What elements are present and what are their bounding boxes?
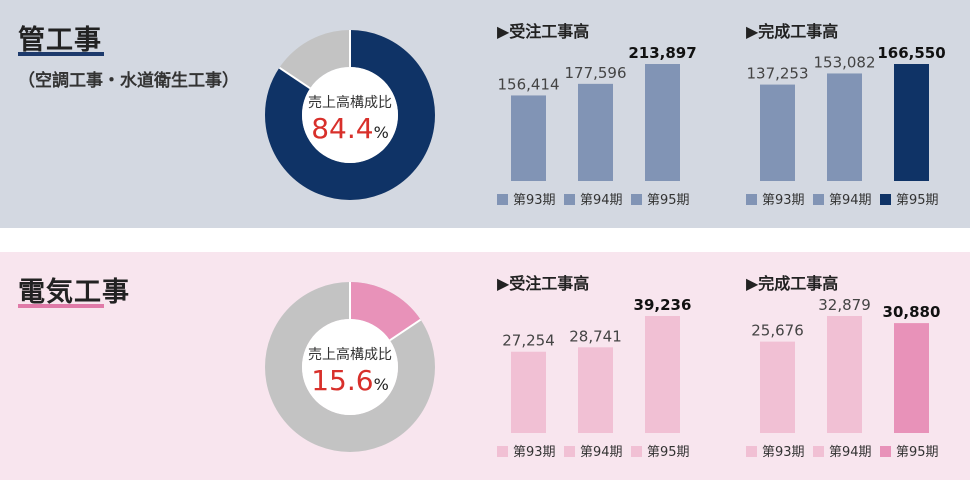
donut-slice-separator (389, 318, 422, 342)
bar-value-label: 30,880 (883, 303, 941, 321)
donut-center-value: 15.6% (265, 364, 435, 397)
legend-label: 第95期 (647, 193, 690, 208)
donut-center-label: 売上高構成比 (308, 95, 392, 111)
chart-title: ▶完成工事高 (746, 22, 839, 41)
orders-received-chart: ▶受注工事高 156,414 第93期 177,596 第94期 213,897 第95期 (497, 18, 697, 218)
bar (894, 323, 929, 433)
section-title-underline (18, 52, 104, 56)
legend-swatch (813, 446, 824, 457)
donut-value-unit: % (373, 375, 389, 394)
completed-works-chart: ▶完成工事高 137,253 第93期 153,082 第94期 166,550 第95期 (746, 18, 946, 218)
orders-received-chart: ▶受注工事高 27,254 第93期 28,741 第94期 39,236 第95期 (497, 270, 697, 470)
legend-swatch (813, 194, 824, 205)
bar (578, 347, 613, 433)
legend-label: 第94期 (829, 193, 872, 208)
legend-label: 第95期 (896, 193, 939, 208)
bar (760, 341, 795, 433)
section-subtitle: （空調工事・水道衛生工事） (18, 71, 239, 91)
donut-value-unit: % (373, 123, 389, 142)
donut-center-label: 売上高構成比 (308, 347, 392, 363)
legend-label: 第94期 (829, 445, 872, 460)
donut-center-value: 84.4% (265, 112, 435, 145)
share-donut-chart: 売上高構成比 15.6% (265, 282, 435, 452)
chart-title: ▶完成工事高 (746, 274, 839, 293)
bar (578, 83, 613, 181)
section-electrical-works: 電気工事 売上高構成比 15.6% ▶受注工事高 27,254 第93期 28,74… (0, 252, 970, 480)
legend-swatch (880, 194, 891, 205)
donut-hole (302, 67, 398, 163)
bar-value-label: 177,596 (564, 64, 626, 82)
bar-value-label: 153,082 (813, 53, 875, 71)
legend-swatch (497, 446, 508, 457)
legend-label: 第93期 (762, 445, 805, 460)
section-title: 管工事 (18, 25, 102, 56)
legend-label: 第94期 (580, 445, 623, 460)
bar-chart-svg: 137,253 第93期 153,082 第94期 166,550 第95期 (746, 44, 946, 208)
chart-title: ▶受注工事高 (497, 274, 590, 293)
donut-slice-separator (278, 66, 311, 90)
bar-value-label: 28,741 (569, 327, 622, 345)
bar (827, 73, 862, 181)
legend-swatch (631, 446, 642, 457)
bar-chart-svg: 25,676 第93期 32,879 第94期 30,880 第95期 (746, 296, 941, 460)
legend-swatch (497, 194, 508, 205)
bar (645, 64, 680, 181)
bar-value-label: 25,676 (751, 322, 804, 340)
donut-value-number: 15.6 (311, 364, 374, 397)
legend-label: 第93期 (762, 193, 805, 208)
legend-label: 第95期 (896, 445, 939, 460)
legend-label: 第93期 (513, 445, 556, 460)
bar (511, 351, 546, 433)
donut-svg (265, 282, 435, 452)
section-title: 電気工事 (18, 277, 130, 308)
bar (511, 95, 546, 181)
bar-chart-svg: 27,254 第93期 28,741 第94期 39,236 第95期 (497, 296, 692, 460)
bar-value-label: 137,253 (746, 65, 808, 83)
legend-label: 第94期 (580, 193, 623, 208)
bar-value-label: 213,897 (628, 44, 696, 62)
legend-swatch (564, 194, 575, 205)
bar-value-label: 156,414 (497, 75, 559, 93)
completed-works-chart: ▶完成工事高 25,676 第93期 32,879 第94期 30,880 第95期 (746, 270, 946, 470)
bar-value-label: 32,879 (818, 296, 871, 314)
bar (827, 316, 862, 433)
donut-hole (302, 319, 398, 415)
legend-swatch (880, 446, 891, 457)
legend-label: 第95期 (647, 445, 690, 460)
legend-swatch (746, 194, 757, 205)
section-pipe-works: 管工事 （空調工事・水道衛生工事） 売上高構成比 84.4% ▶受注工事高 15… (0, 0, 970, 228)
bar (894, 64, 929, 181)
bar-value-label: 27,254 (502, 332, 555, 350)
legend-swatch (631, 194, 642, 205)
legend-label: 第93期 (513, 193, 556, 208)
bar-value-label: 166,550 (877, 44, 945, 62)
bar (645, 316, 680, 433)
bar-value-label: 39,236 (634, 296, 692, 314)
section-title-underline (18, 304, 104, 308)
legend-swatch (746, 446, 757, 457)
share-donut-chart: 売上高構成比 84.4% (265, 30, 435, 200)
donut-svg (265, 30, 435, 200)
chart-title: ▶受注工事高 (497, 22, 590, 41)
bar (760, 84, 795, 181)
donut-value-number: 84.4 (311, 112, 374, 145)
bar-chart-svg: 156,414 第93期 177,596 第94期 213,897 第95期 (497, 44, 697, 208)
legend-swatch (564, 446, 575, 457)
